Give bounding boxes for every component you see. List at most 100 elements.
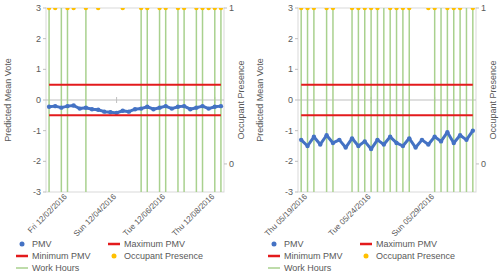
y2-tick-label: 1 [481,3,486,13]
y-tick [43,69,46,70]
y-tick [43,100,46,101]
y-tick [295,100,298,101]
y-tick-label: 2 [36,34,41,44]
line [301,114,473,116]
point [194,105,198,109]
line [49,114,221,116]
point [388,135,392,139]
work-hour-bar [85,8,87,192]
legend-label: Work Hours [284,263,332,273]
plot-frame [46,8,224,192]
work-hour-bar [396,8,398,192]
work-hour-bar [472,8,474,192]
point [363,139,367,143]
y-tick-label: -3 [285,187,293,197]
presence-point [200,8,204,10]
work-hour-bar [220,8,222,192]
work-hour-bar [147,8,149,192]
presence-point [299,8,303,10]
point [127,109,131,113]
y2-axis-title: Occupant Presence [488,60,498,139]
x-tick-label: Thu 12/08/2016 [170,192,216,238]
y-tick-label: -2 [33,156,41,166]
y2-tick-label: 1 [229,3,234,13]
point [350,136,354,140]
work-hour-bar [459,8,461,192]
point [102,109,106,113]
work-hour-bar [165,8,167,192]
point [458,133,462,137]
y-tick [43,161,46,162]
legend: PMVMaximum PMVMinimum PMVOccupant Presen… [268,239,455,273]
work-hour-bar [140,8,142,192]
point [331,141,335,145]
y-tick-label: 3 [36,3,41,13]
point [471,128,475,132]
point [206,106,210,110]
legend-key [16,267,28,269]
point [401,144,405,148]
presence-point [432,8,436,10]
work-hour-bar [177,8,179,192]
work-hour-bar [409,8,411,192]
chart: -3-2-1012301Predicted Mean VoteOccupant … [255,3,498,273]
y-tick [295,130,298,131]
legend-key [272,242,277,247]
point [65,104,69,108]
presence-point [121,8,125,10]
legend-label: Minimum PMV [32,251,91,261]
legend-label: Maximum PMV [376,239,437,249]
presence-point [369,8,373,10]
line [49,84,221,86]
series-2 [301,115,473,116]
y2-tick [476,163,479,164]
point [71,103,75,107]
presence-point [407,8,411,10]
presence-point [363,8,367,10]
y-axis-title: Predicted Mean Vote [255,58,265,142]
presence-point [471,8,475,10]
point [78,106,82,110]
y-tick [43,8,46,9]
y-tick-label: -1 [285,126,293,136]
work-hour-bar [67,8,69,192]
y2-axis-title: Occupant Presence [236,60,246,139]
point [219,104,223,108]
y2-tick-label: 0 [481,159,486,169]
presence-point [401,8,405,10]
presence-point [139,8,143,10]
y-tick [295,69,298,70]
presence-point [458,8,462,10]
work-hour-bar [307,8,309,192]
point [176,105,180,109]
point [151,107,155,111]
y-tick-label: -1 [33,126,41,136]
point [213,105,217,109]
presence-point [206,8,210,10]
point [464,138,468,142]
presence-point [331,8,335,10]
y-tick-label: 1 [36,64,41,74]
y2-tick [224,163,227,164]
presence-point [213,8,217,10]
y-tick-label: 1 [288,64,293,74]
point [452,141,456,145]
work-hour-bar [434,8,436,192]
y-tick-label: 2 [288,34,293,44]
work-hour-bar [389,8,391,192]
work-hour-bar [300,8,302,192]
work-hour-bar [183,8,185,192]
point [108,110,112,114]
point [432,135,436,139]
presence-point [145,8,149,10]
legend-key [108,243,120,246]
point [47,105,51,109]
point [369,147,373,151]
point [407,136,411,140]
presence-point [312,8,316,10]
presence-point [53,8,57,10]
presence-point [65,8,69,10]
point [170,106,174,110]
work-hour-bar [358,8,360,192]
legend-label: Maximum PMV [124,239,185,249]
